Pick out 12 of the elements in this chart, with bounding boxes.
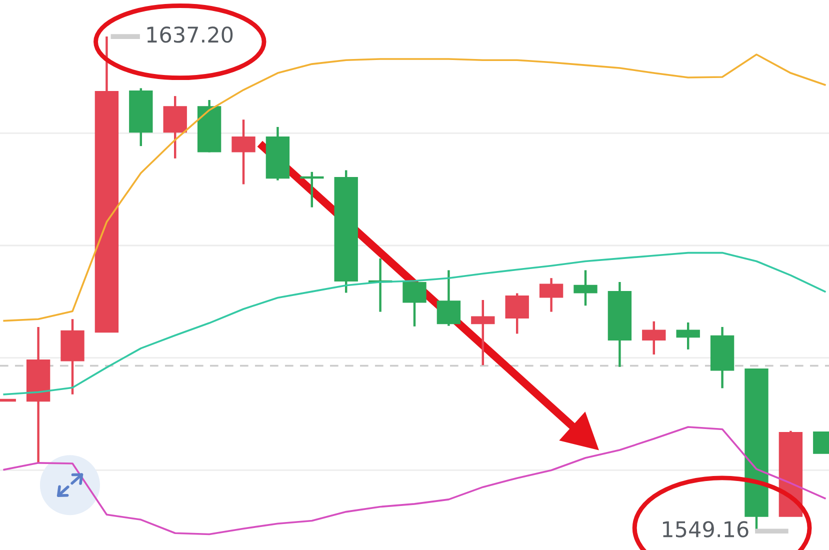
candlestick: [505, 292, 529, 335]
annotation: 1549.16: [662, 521, 748, 538]
candlestick: [642, 320, 666, 356]
candlestick: [300, 170, 324, 208]
candlestick: [574, 269, 598, 307]
candlestick: [539, 276, 564, 313]
candlestick: [402, 280, 426, 328]
candlestick: [471, 298, 495, 366]
candlestick: [436, 269, 461, 327]
candlestick: [676, 321, 700, 351]
annotation: 1637.20: [147, 26, 233, 43]
candlestick: [232, 118, 256, 186]
